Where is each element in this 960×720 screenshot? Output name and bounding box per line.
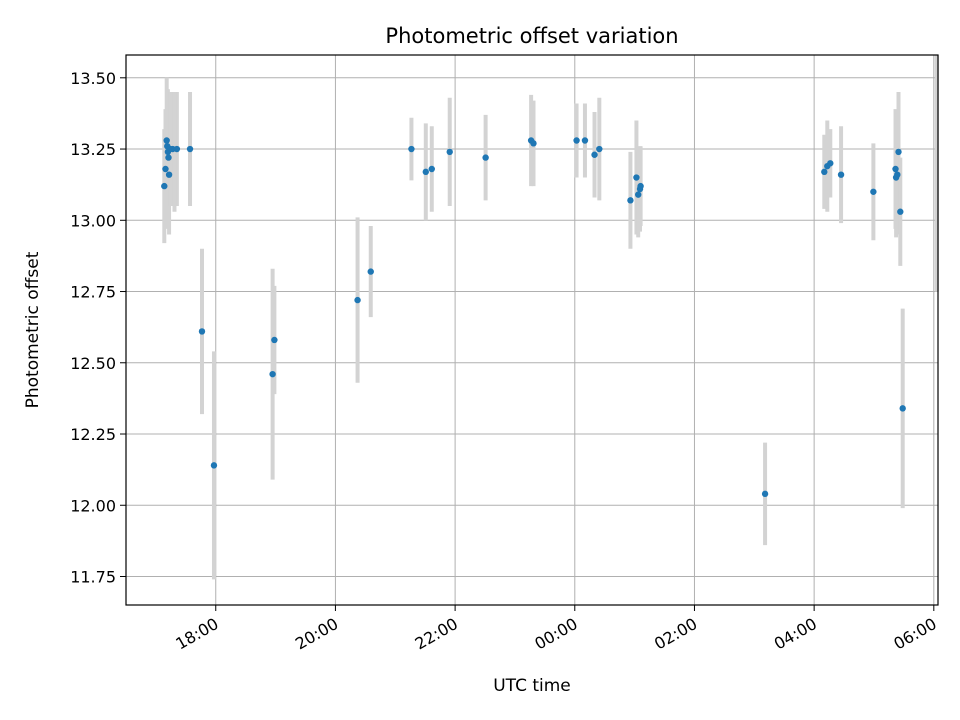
data-point [870, 188, 877, 195]
data-point [761, 490, 769, 498]
data-point [581, 137, 589, 144]
y-axis-label: Photometric offset [23, 251, 43, 408]
x-tick-label: 04:00 [771, 614, 820, 654]
x-tick-label: 18:00 [172, 614, 221, 654]
x-tick-label: 02:00 [651, 614, 700, 654]
y-tick-label: 13.00 [70, 211, 116, 230]
x-axis-label: UTC time [493, 676, 571, 696]
data-point [446, 148, 453, 156]
chart-title: Photometric offset variation [385, 24, 678, 48]
data-point [428, 165, 435, 173]
data-point [271, 336, 278, 344]
data-point [899, 405, 906, 412]
plot-frame [125, 54, 939, 606]
x-tick-label: 22:00 [412, 614, 461, 654]
y-tick-label: 12.00 [70, 496, 116, 515]
y-tick-label: 12.75 [70, 283, 116, 302]
data-point [482, 154, 489, 161]
data-point [367, 268, 374, 275]
y-tick-label: 12.50 [70, 354, 116, 373]
x-axis-ticks: 18:00 20:00 22:00 00:00 02:00 04:00 06:00 [172, 605, 940, 654]
data-point [422, 168, 429, 176]
data-point [596, 145, 603, 153]
data-point [635, 191, 642, 198]
data-point [892, 165, 899, 173]
x-tick-label: 20:00 [292, 614, 341, 654]
data-point [837, 171, 845, 178]
x-tick-label: 00:00 [531, 614, 580, 654]
error-bars [162, 55, 939, 580]
data-point [627, 197, 634, 204]
data-point [165, 171, 173, 178]
data-point [161, 182, 168, 190]
y-tick-label: 11.75 [70, 568, 116, 587]
data-point [827, 160, 834, 167]
data-point [198, 328, 206, 335]
data-point [162, 165, 169, 173]
data-point [897, 208, 904, 215]
data-point [637, 182, 644, 190]
data-point [408, 145, 415, 153]
data-points [161, 137, 906, 498]
y-tick-label: 13.50 [70, 69, 116, 88]
y-tick-label: 12.25 [70, 425, 116, 444]
data-point [165, 154, 172, 161]
data-point [573, 137, 580, 144]
y-tick-label: 13.25 [70, 140, 116, 159]
data-point [633, 174, 640, 181]
data-point [821, 168, 828, 176]
y-axis-ticks: 11.75 12.00 12.25 12.50 12.75 13.00 13.25 13.50 [70, 69, 126, 587]
data-point [210, 462, 218, 469]
data-point [354, 296, 361, 304]
data-point [186, 145, 194, 153]
data-point [163, 137, 170, 144]
data-point [530, 140, 537, 147]
data-point [591, 151, 598, 158]
data-point [895, 148, 902, 156]
data-point [894, 171, 901, 178]
data-point [173, 145, 181, 153]
x-tick-label: 06:00 [890, 614, 939, 654]
data-point [269, 370, 276, 378]
